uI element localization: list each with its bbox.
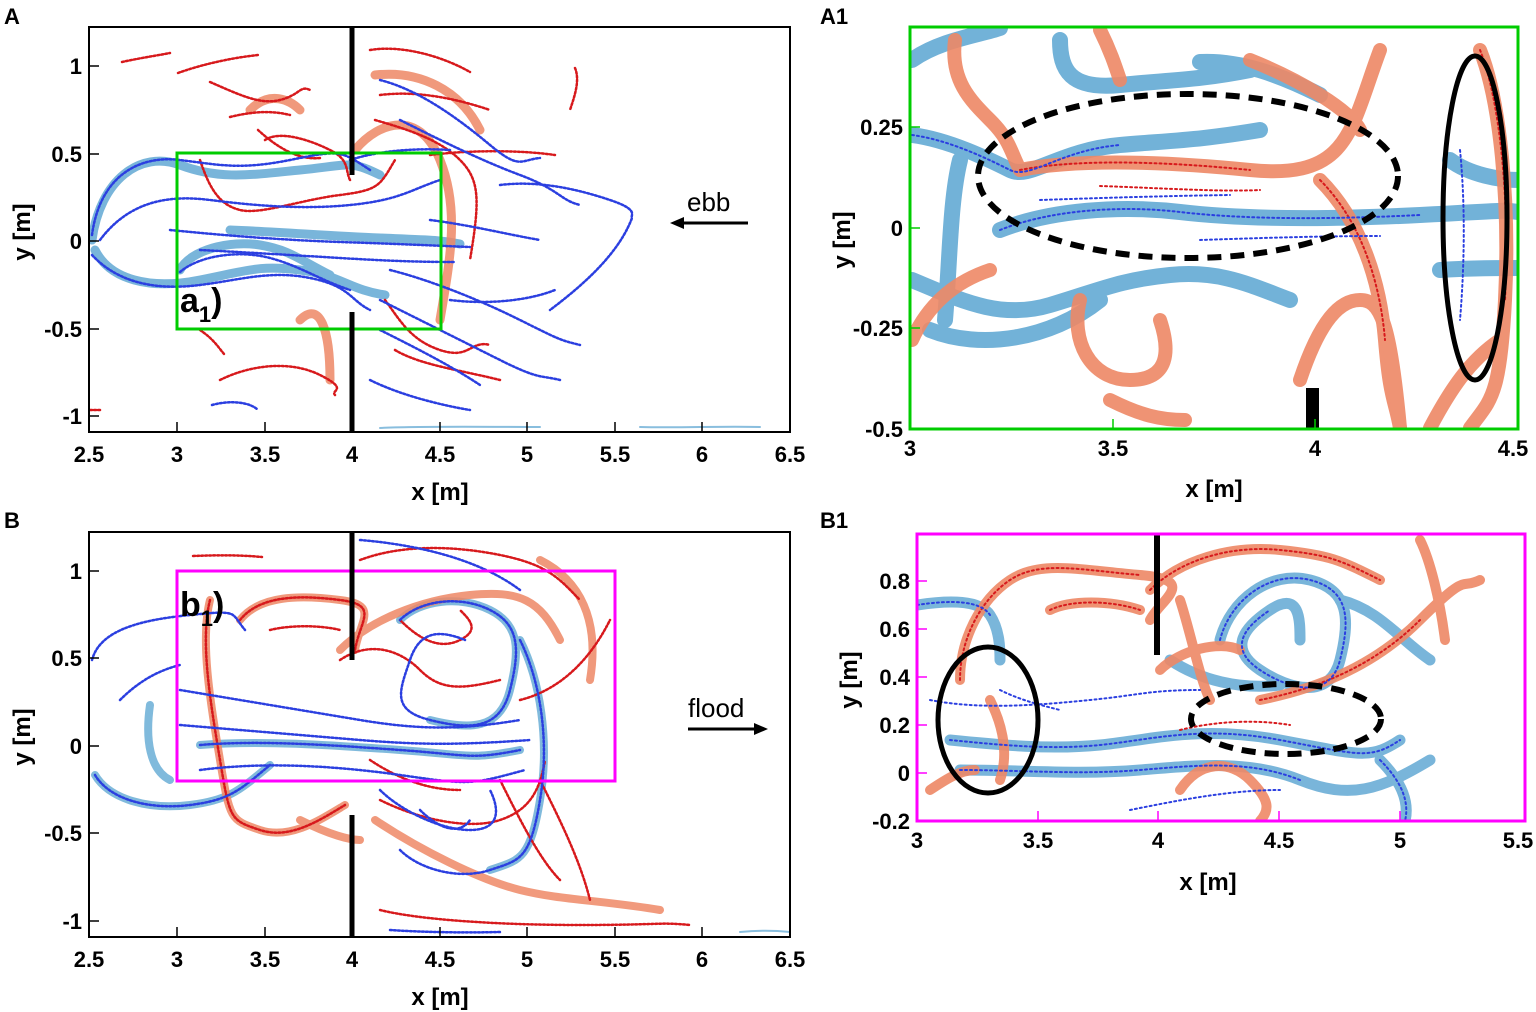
svg-text:5.5: 5.5 [1503,828,1534,853]
svg-text:6.5: 6.5 [775,947,806,972]
b1-solid-ellipse [935,644,1041,796]
svg-text:-0.5: -0.5 [44,317,82,342]
panel-a-ticks [89,65,703,432]
panel-letter-a1: A1 [820,4,849,29]
svg-text:6: 6 [696,442,708,467]
svg-text:3: 3 [904,436,916,461]
panel-b1-traces [917,535,1485,821]
svg-text:5.5: 5.5 [600,442,631,467]
svg-text:5: 5 [1394,828,1406,853]
panel-b-plot: 1 0.5 0 -0.5 -1 2.5 3 3.5 4 4.5 5 5.5 6 … [9,531,806,1011]
svg-text:0.5: 0.5 [51,646,82,671]
svg-text:0: 0 [70,734,82,759]
svg-text:4.5: 4.5 [425,442,456,467]
svg-text:6: 6 [696,947,708,972]
svg-text:4.5: 4.5 [425,947,456,972]
panel-b1-yticks: 0.8 0.6 0.4 0.2 0 -0.2 [872,569,911,834]
svg-text:5.5: 5.5 [600,947,631,972]
ebb-label: ebb [687,187,730,217]
panel-b-yticks: 1 0.5 0 -0.5 -1 [44,559,82,934]
flood-label: flood [688,693,744,723]
svg-text:0: 0 [70,229,82,254]
svg-text:2.5: 2.5 [74,947,105,972]
panel-a1-xlabel: x [m] [1185,476,1242,503]
panel-letter-b: B [4,508,20,533]
inset-label-a1: a1) [180,282,223,327]
svg-text:5: 5 [521,947,533,972]
svg-text:1: 1 [70,54,82,79]
flood-arrow-icon [688,723,768,735]
panel-b-ticks [89,570,703,937]
a1-dashed-ellipse [975,91,1401,261]
svg-text:3: 3 [171,947,183,972]
panel-b1-plot: 0.8 0.6 0.4 0.2 0 -0.2 3 3.5 4 4.5 5 5.5… [836,532,1533,896]
panel-b-traces [90,538,790,934]
panel-b1-ylabel: y [m] [836,651,863,708]
svg-text:3.5: 3.5 [1023,828,1054,853]
panel-a1-plot: 0.25 0 -0.25 -0.5 3 3.5 4 4.5 x [m] y [m… [829,25,1528,503]
svg-text:-1: -1 [62,404,82,429]
inset-label-b1: b1) [180,586,224,631]
panel-a-yticks: 1 0.5 0 -0.5 -1 [44,54,82,429]
svg-text:-0.5: -0.5 [44,821,82,846]
panel-a-xlabel: x [m] [411,479,468,506]
svg-text:3.5: 3.5 [1098,436,1129,461]
panel-letter-a: A [4,4,20,29]
zoom-box-b1 [175,569,617,783]
svg-text:3.5: 3.5 [250,947,281,972]
svg-text:-1: -1 [62,909,82,934]
svg-text:-0.2: -0.2 [872,809,910,834]
svg-text:0.8: 0.8 [879,569,910,594]
svg-text:3.5: 3.5 [250,442,281,467]
panel-a1-ylabel: y [m] [829,211,856,268]
svg-text:-0.5: -0.5 [865,417,903,442]
panel-b1-xlabel: x [m] [1179,869,1236,896]
svg-text:4: 4 [1309,436,1322,461]
svg-text:6.5: 6.5 [775,442,806,467]
svg-text:-0.25: -0.25 [853,316,903,341]
a1-barrier [1306,388,1319,429]
panel-a1-yticks: 0.25 0 -0.25 -0.5 [853,115,903,442]
svg-text:0.5: 0.5 [51,142,82,167]
panel-b-ylabel: y [m] [9,708,36,765]
panel-b1-ticks [917,580,1401,821]
ebb-arrow-icon [670,217,748,229]
panel-letter-b1: B1 [820,508,849,533]
svg-text:2.5: 2.5 [74,442,105,467]
svg-text:4.5: 4.5 [1264,828,1295,853]
zoom-box-a1 [175,151,443,331]
svg-text:1: 1 [70,559,82,584]
panel-a-ylabel: y [m] [9,203,36,260]
svg-text:3: 3 [911,828,923,853]
svg-text:0.25: 0.25 [860,115,903,140]
a1-solid-ellipse [1440,53,1510,383]
svg-text:4: 4 [346,442,359,467]
panel-a-plot: 1 0.5 0 -0.5 -1 2.5 3 3.5 4 4.5 5 5.5 6 … [9,26,806,506]
svg-text:0.4: 0.4 [879,665,910,690]
svg-text:3: 3 [171,442,183,467]
panel-b1-xticks: 3 3.5 4 4.5 5 5.5 [911,828,1533,853]
svg-text:0: 0 [898,761,910,786]
svg-text:4.5: 4.5 [1498,436,1529,461]
svg-text:0.2: 0.2 [879,713,910,738]
panel-a-traces [89,47,761,429]
panel-a-xticks: 2.5 3 3.5 4 4.5 5 5.5 6 6.5 [74,442,806,467]
svg-text:4: 4 [346,947,359,972]
panel-a1-xticks: 3 3.5 4 4.5 [904,436,1528,461]
panel-a1-ticks [910,126,1316,429]
panel-a1-traces [910,27,1518,429]
svg-text:4: 4 [1152,828,1165,853]
panel-b-xticks: 2.5 3 3.5 4 4.5 5 5.5 6 6.5 [74,947,806,972]
svg-text:0.6: 0.6 [879,617,910,642]
svg-text:0: 0 [891,216,903,241]
svg-text:5: 5 [521,442,533,467]
panel-b-xlabel: x [m] [411,984,468,1011]
b1-dashed-ellipse [1188,681,1384,757]
